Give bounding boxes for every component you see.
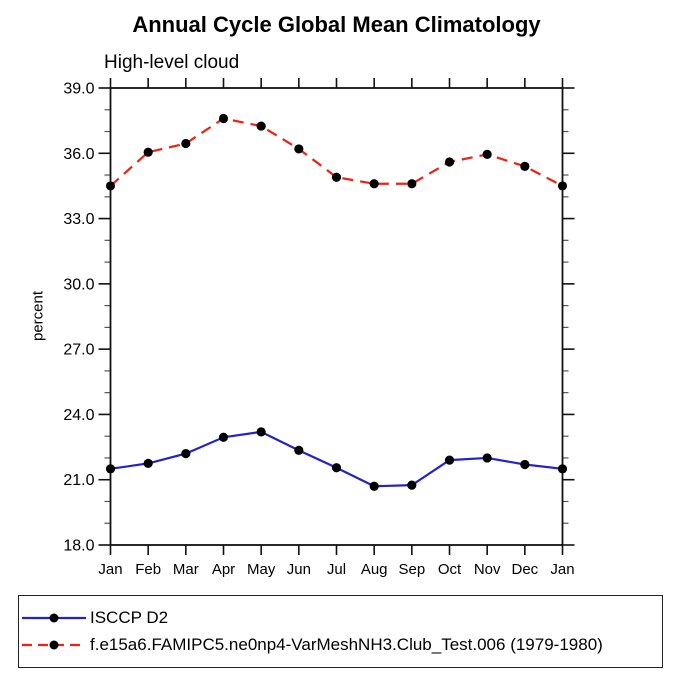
x-axis-tick-label: Jan: [550, 561, 574, 578]
data-point-marker: [520, 161, 530, 171]
data-point-marker: [105, 181, 116, 191]
x-axis-tick-label: Sep: [398, 561, 425, 578]
data-point-marker: [105, 464, 116, 474]
data-point-marker: [407, 179, 417, 189]
data-point-marker: [444, 157, 455, 167]
legend-marker-icon: [49, 640, 59, 650]
legend-dashed-line-icon: [22, 640, 86, 650]
y-axis-tick-label: 33.0: [63, 211, 94, 228]
data-point-marker: [369, 481, 379, 491]
x-axis-tick-label: Jan: [98, 561, 122, 578]
data-point-marker: [218, 113, 229, 124]
y-axis-tick-label: 36.0: [63, 146, 94, 163]
y-axis-tick-label: 39.0: [63, 81, 94, 98]
data-point-marker: [143, 458, 153, 468]
data-point-marker: [181, 449, 191, 459]
x-axis-tick-label: Dec: [511, 561, 538, 578]
y-axis-tick-label: 30.0: [63, 276, 94, 293]
data-point-marker: [331, 463, 342, 473]
data-point-marker: [143, 147, 153, 157]
chart-title: Annual Cycle Global Mean Climatology: [132, 12, 541, 37]
data-point-marker: [181, 138, 191, 149]
data-point-marker: [407, 480, 417, 490]
data-point-marker: [256, 427, 266, 437]
data-point-marker: [482, 453, 492, 463]
plot-border: [109, 87, 564, 546]
y-axis-tick-label: 27.0: [63, 342, 94, 359]
legend-label: f.e15a6.FAMIPC5.ne0np4-VarMeshNH3.Club_T…: [90, 635, 603, 654]
legend-solid-line-icon: [22, 613, 86, 623]
legend: ISCCP D2 f.e15a6.FAMIPC5.ne0np4-VarMeshN…: [18, 595, 663, 668]
data-point-marker: [256, 121, 266, 131]
x-axis-tick-label: Oct: [438, 561, 462, 578]
y-axis-tick-label: 21.0: [63, 472, 94, 489]
data-point-marker: [294, 144, 304, 154]
data-point-marker: [369, 179, 379, 189]
x-axis-tick-label: Aug: [361, 561, 388, 578]
y-axis-tick-label: 18.0: [63, 538, 94, 555]
data-point-marker: [218, 432, 229, 442]
legend-label: ISCCP D2: [90, 608, 169, 627]
x-axis-tick-label: Nov: [474, 561, 501, 578]
x-axis-tick-label: Jun: [287, 561, 311, 578]
x-axis-tick-label: Apr: [212, 561, 235, 578]
legend-marker-icon: [49, 613, 59, 623]
data-point-marker: [557, 181, 568, 191]
series-line-0: [110, 430, 563, 488]
data-point-marker: [482, 149, 492, 159]
data-point-marker: [444, 455, 455, 465]
x-axis-tick-label: Mar: [173, 561, 199, 578]
y-axis-tick-label: 24.0: [63, 407, 94, 424]
data-point-marker: [294, 445, 304, 455]
chart-subtitle: High-level cloud: [104, 52, 240, 73]
legend-item-model: f.e15a6.FAMIPC5.ne0np4-VarMeshNH3.Club_T…: [21, 632, 662, 658]
data-point-marker: [520, 459, 530, 470]
legend-item-isccp: ISCCP D2: [21, 605, 662, 631]
x-axis-tick-label: Feb: [135, 561, 161, 578]
data-point-marker: [331, 172, 342, 182]
x-axis-tick-label: May: [247, 561, 276, 578]
x-axis-tick-label: Jul: [327, 561, 346, 578]
data-point-marker: [557, 464, 568, 474]
